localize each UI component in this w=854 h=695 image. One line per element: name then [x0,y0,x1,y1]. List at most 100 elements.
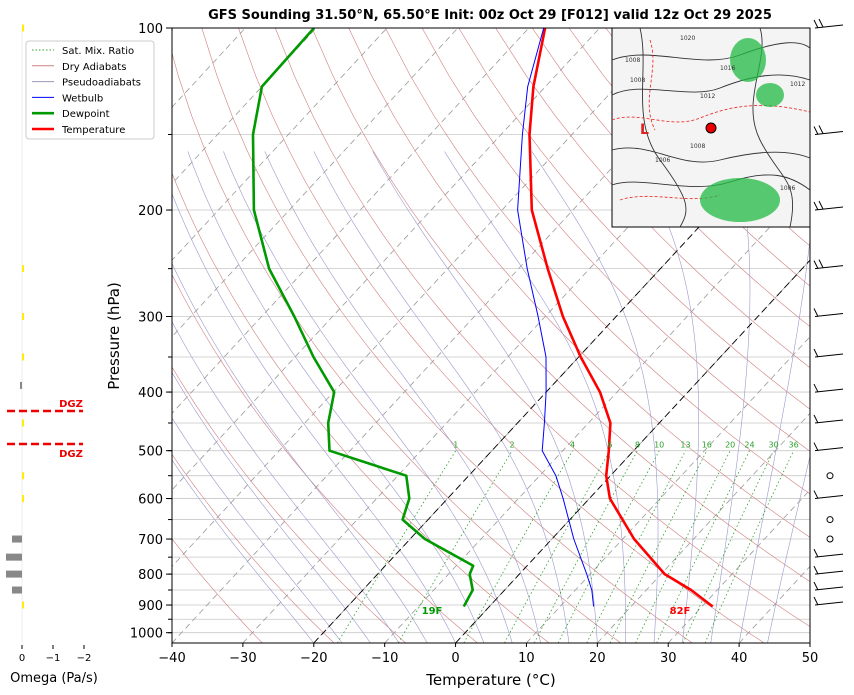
dry-adiabat [568,28,810,287]
pseudoadiabat [444,151,627,643]
pseudoadiabat [710,151,751,643]
omega-bar-7 [22,313,24,321]
inset-low-label: L [640,122,649,138]
pseudoadiabat [172,417,343,643]
omega-bar-5 [22,24,24,32]
pseudoadiabat [633,151,699,643]
isotherm-50 [809,642,810,643]
omega-bar-2 [6,553,22,561]
sounding-profiles [251,28,714,608]
wind-barb-300 [813,308,844,318]
omega-axis-label: Omega (Pa/s) [10,671,98,686]
omega-bar-8 [22,353,24,361]
temperature-profile [528,28,714,608]
omega-bar-11 [22,495,24,503]
dry-adiabat [172,366,406,643]
mixing-ratio-lines [337,450,794,643]
mixing-ratio-line-24 [656,450,750,643]
y-tick-label-800: 800 [138,568,163,583]
y-tick-label-200: 200 [138,204,163,219]
inset-map: 1020 1008 1012 1006 1008 1006 1012 1016 1008 L [611,27,811,228]
omega-bars [6,24,24,609]
inset-isobar-label-6: 1012 [790,81,805,88]
y-tick-label-1000: 1000 [130,627,163,642]
wind-barb-100 [813,18,844,29]
mixing-ratio-label-1: 1 [453,441,458,450]
pseudoadiabat [767,454,810,643]
inset-precip-1 [700,178,780,222]
mixing-ratio-label-13: 13 [680,441,690,450]
inset-precip-2 [756,83,784,107]
pseudoadiabat [223,151,513,643]
inset-thickness-2 [648,39,656,131]
omega-bar-4 [12,586,22,594]
dry-adiabat [172,538,263,643]
y-tick-label-900: 900 [138,599,163,614]
legend-label-dewpoint: Dewpoint [62,109,110,120]
mixing-ratio-label-30: 30 [769,441,779,450]
mixing-ratio-label-2: 2 [510,441,515,450]
omega-panel: DGZ DGZ 0 −1 −2 Omega (Pa/s) [6,24,98,686]
wind-barb-650 [826,516,834,524]
pseudoadiabats [172,151,810,643]
y-tick-label-300: 300 [138,311,163,326]
mixing-ratio-label-36: 36 [789,441,799,450]
legend-label-dry-adiabats: Dry Adiabats [62,62,126,73]
mixing-ratio-line-10 [557,450,660,643]
dry-adiabat [421,28,810,452]
sounding-location-marker [705,122,717,134]
x-tick-label--20: −20 [300,651,327,666]
omega-bar-3 [6,570,22,578]
pseudoadiabat [264,151,541,643]
inset-isobar-label-1: 1008 [630,77,645,84]
x-axis: −40 −30 −20 −10 0 10 20 30 40 50 [158,643,818,666]
surface-temperature-label: 82F [670,606,691,617]
y-tick-label-400: 400 [138,386,163,401]
dry-adiabat [238,28,765,643]
legend-box [25,40,155,140]
inset-isobar-label-8: 1008 [625,57,640,64]
wind-barb-400 [813,383,844,393]
surface-dewpoint-label: 19F [422,606,443,617]
y-tick-label-500: 500 [138,445,163,460]
mixing-ratio-label-24: 24 [744,441,754,450]
omega-bar-12 [22,601,24,609]
inset-isobar-label-2: 1012 [700,93,715,100]
dry-adiabat [275,28,810,627]
legend-label-sat-mix-ratio: Sat. Mix. Ratio [62,46,134,57]
dgz-top-label: DGZ [59,399,83,410]
wind-barb-350 [813,348,844,358]
pseudoadiabat [172,192,456,643]
inset-isobar-4 [639,27,687,228]
pseudoadiabat [372,151,598,643]
omega-bar-1 [12,535,22,543]
x-tick-label--40: −40 [158,651,185,666]
mixing-ratio-label-16: 16 [702,441,712,450]
pseudoadiabat [172,459,315,643]
omega-tick-label-2: −2 [77,653,92,664]
inset-isobar-label-0: 1020 [680,35,695,42]
inset-isobar-label-7: 1016 [720,65,735,72]
y-tick-label-100: 100 [138,22,163,37]
inset-isobar-1 [611,74,811,96]
pseudoadiabat [313,151,570,643]
mixing-ratio-label-10: 10 [654,441,664,450]
dry-adiabat [495,28,810,369]
chart-title: GFS Sounding 31.50°N, 65.50°E Init: 00z … [208,8,772,23]
pseudoadiabat [172,371,371,643]
x-tick-label--10: −10 [371,651,398,666]
mixing-ratio-line-16 [609,450,708,643]
x-tick-label-40: 40 [731,651,748,666]
wind-barb-150 [813,125,844,135]
x-axis-label: Temperature (°C) [425,671,555,689]
pseudoadiabat [172,262,428,643]
dry-adiabat [458,28,810,410]
inset-isobar-label-5: 1006 [780,185,795,192]
wind-barb-200 [813,200,844,211]
wind-barb-900 [813,596,844,606]
dry-adiabats [172,28,810,643]
y-tick-label-600: 600 [138,493,163,508]
mixing-ratio-label-8: 8 [635,441,640,450]
pseudoadiabat [738,236,810,643]
dry-adiabat [201,28,693,643]
